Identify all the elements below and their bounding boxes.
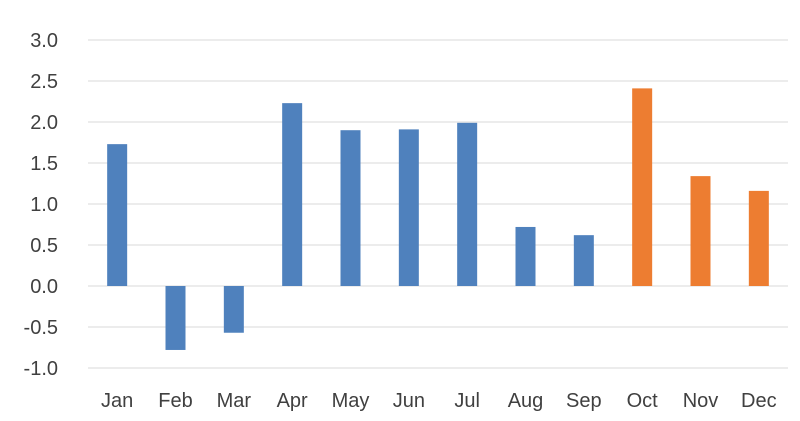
x-tick-label: May: [332, 390, 370, 412]
x-tick-label: Apr: [277, 390, 308, 412]
bar-apr: [282, 103, 303, 286]
y-tick-label: 0.0: [30, 276, 58, 298]
x-tick-label: Jun: [393, 390, 425, 412]
y-tick-label: 0.5: [30, 235, 58, 257]
y-tick-label: 2.0: [30, 112, 58, 134]
x-tick-label: Mar: [217, 390, 252, 412]
y-tick-label: -0.5: [24, 317, 58, 339]
x-tick-label: Oct: [627, 390, 659, 412]
x-tick-label: Sep: [566, 390, 602, 412]
bar-oct: [632, 88, 653, 286]
bar-jan: [107, 144, 128, 286]
bar-aug: [515, 226, 536, 286]
y-tick-label: 2.5: [30, 71, 58, 93]
bar-mar: [223, 286, 244, 333]
y-tick-label: 1.5: [30, 153, 58, 175]
bar-feb: [165, 286, 186, 350]
x-tick-label: Jan: [101, 390, 133, 412]
x-tick-label: Dec: [741, 390, 777, 412]
y-tick-label: 3.0: [30, 30, 58, 52]
bar-nov: [690, 176, 711, 286]
bar-may: [340, 130, 361, 286]
x-tick-label: Aug: [508, 390, 544, 412]
bar-dec: [748, 190, 769, 286]
bar-jul: [457, 122, 478, 286]
bar-jun: [398, 129, 419, 286]
y-axis-labels: 3.0 2.5 2.0 1.5 1.0 0.5 0.0 -0.5 -1.0: [24, 30, 58, 380]
bar-sep: [573, 235, 594, 286]
x-tick-label: Feb: [158, 390, 192, 412]
gridlines: [88, 39, 788, 369]
y-tick-label: -1.0: [24, 358, 58, 380]
x-axis-labels: Jan Feb Mar Apr May Jun Jul Aug Sep Oct Nov Dec: [101, 390, 777, 412]
x-tick-label: Nov: [683, 390, 719, 412]
y-tick-label: 1.0: [30, 194, 58, 216]
bars: [107, 88, 769, 350]
x-tick-label: Jul: [454, 390, 480, 412]
